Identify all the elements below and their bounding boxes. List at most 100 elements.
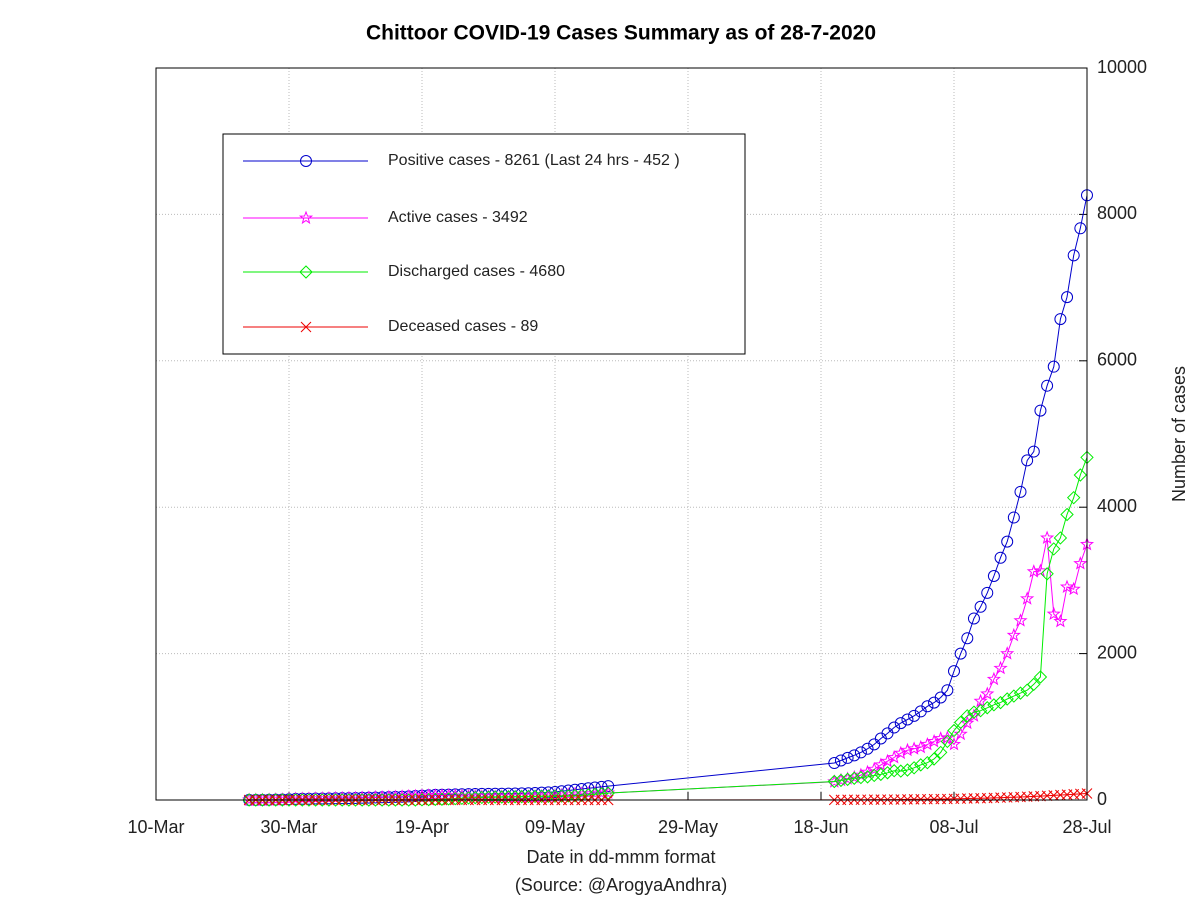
marker-diamond [914,758,928,772]
marker-diamond [933,745,948,760]
marker-circle [595,780,608,793]
marker-diamond [920,755,935,770]
marker-diamond [534,789,549,804]
marker-diamond [980,701,994,715]
plot-frame [155,67,1088,801]
x-tick-label: 19-Apr [395,817,449,837]
marker-diamond [993,695,1008,710]
marker-star [1053,613,1068,628]
marker-star [1046,606,1061,621]
marker-circle [934,691,947,704]
marker-diamond [541,789,556,803]
legend-box [222,133,746,355]
marker-circle [1047,360,1060,373]
marker-diamond [907,761,921,775]
marker-circle [828,757,841,770]
marker-diamond [521,789,536,804]
marker-diamond [874,767,888,782]
marker-diamond [834,773,848,788]
marker-star [1006,627,1021,642]
x-tick-label: 29-May [658,817,718,837]
marker-circle [1067,249,1080,262]
marker-star [1040,530,1055,544]
marker-diamond [1033,670,1048,684]
marker-diamond [501,790,516,804]
legend: Positive cases - 8261 (Last 24 hrs - 452… [222,133,746,355]
marker-circle [1014,485,1027,498]
marker-diamond [495,790,509,804]
marker-circle [834,754,847,767]
marker-circle [1007,511,1020,524]
marker-diamond [515,789,529,804]
marker-circle [300,155,312,167]
marker-diamond [953,715,968,730]
marker-star [907,741,922,755]
marker-star [946,737,962,751]
marker-circle [921,700,934,713]
marker-star [1033,563,1048,577]
marker-diamond [508,790,522,804]
legend-label: Active cases - 3492 [388,209,528,226]
marker-circle [941,684,954,697]
marker-diamond [561,789,576,803]
marker-diamond [481,790,496,804]
marker-star [980,686,995,700]
x-tick-label: 18-Jun [793,817,848,837]
marker-diamond [1060,507,1074,522]
x-tick-label: 10-Mar [127,817,184,837]
x-tick-label: 28-Jul [1062,817,1111,837]
y-tick-label: 10000 [1097,57,1147,77]
marker-diamond [548,789,562,803]
marker-star [940,730,955,744]
marker-circle [981,586,994,599]
marker-circle [575,783,588,796]
marker-circle [948,665,960,678]
x-tick-label: 08-Jul [929,817,978,837]
marker-diamond [574,788,589,803]
y-tick-label: 6000 [1097,350,1137,370]
marker-star [986,671,1001,686]
marker-diamond [299,265,313,279]
marker-circle [1027,445,1040,458]
marker-circle [841,751,854,764]
marker-circle [1021,454,1034,467]
marker-diamond [847,771,861,785]
grid: 10-Mar 30-Mar 19-Apr 09-May 29-May 18-Jun 08-J… [127,57,1147,837]
marker-star [900,742,915,757]
legend-label: Positive cases - 8261 (Last 24 hrs - 452… [388,152,680,169]
x-axis-label: Date in dd-mmm format [526,847,715,867]
marker-diamond [1000,692,1014,706]
marker-diamond [894,764,908,778]
marker-star [1059,579,1075,593]
marker-diamond [568,788,582,803]
x-tick-label: 09-May [525,817,585,837]
marker-circle [888,721,901,734]
marker-diamond [1027,677,1041,692]
marker-diamond [880,766,895,780]
marker-star [887,750,902,764]
marker-diamond [1066,490,1081,505]
marker-diamond [581,788,595,802]
marker-diamond [554,789,569,803]
marker-diamond [973,703,988,718]
marker-diamond [1073,468,1088,482]
y-tick-label: 0 [1097,789,1107,809]
marker-star [973,693,988,708]
y-tick-label: 8000 [1097,203,1137,223]
marker-circle [994,551,1007,564]
marker-star [1013,613,1028,627]
marker-diamond [960,709,975,723]
marker-diamond [927,752,941,766]
marker-diamond [940,734,955,749]
marker-star [1066,581,1081,596]
y-axis-label: Number of cases [1169,366,1189,502]
marker-diamond [1047,542,1061,556]
marker-diamond [867,768,881,783]
x-tick-label: 30-Mar [260,817,317,837]
marker-circle [1061,291,1074,304]
marker-circle [861,742,874,755]
marker-circle [602,780,615,793]
marker-circle [1001,535,1014,548]
marker-star [1026,564,1041,578]
